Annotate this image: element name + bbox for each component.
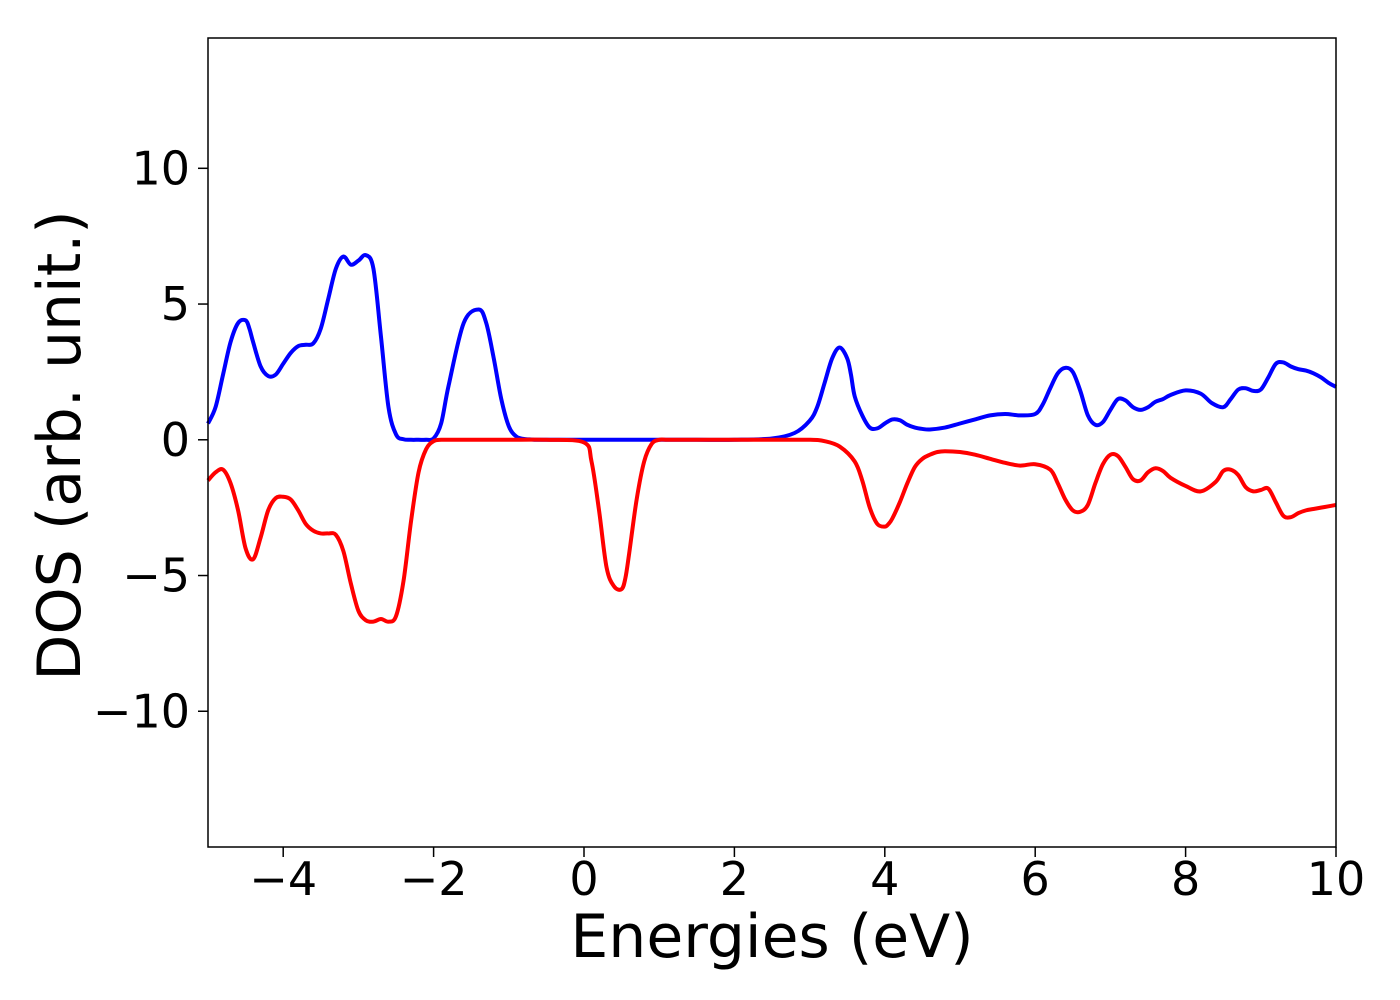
series-line-2 [206,437,1337,624]
x-axis-label: Energies (eV) [570,902,973,972]
x-tick-label: 4 [870,852,899,906]
series-layer [206,253,1337,624]
y-tick-label: 10 [131,141,190,195]
series-line-1 [206,253,1337,443]
x-tick-label: 6 [1021,852,1050,906]
x-tick-label: 8 [1171,852,1200,906]
y-axis-label: DOS (arb. unit.) [25,210,95,680]
x-tick-label: 10 [1307,852,1366,906]
y-axis-ticks: 10 5 0 −5 −10 [93,141,208,738]
y-tick-label: 5 [161,277,190,331]
y-tick-label: −5 [122,549,190,603]
y-tick-label: −10 [93,684,190,738]
x-tick-label: 2 [720,852,749,906]
x-tick-label: −4 [249,852,317,906]
plot-frame [207,37,1337,848]
x-tick-label: −2 [400,852,468,906]
x-tick-label: 0 [569,852,598,906]
y-tick-label: 0 [161,413,190,467]
x-axis-ticks: −4 −2 0 2 4 6 8 10 [249,847,1365,906]
